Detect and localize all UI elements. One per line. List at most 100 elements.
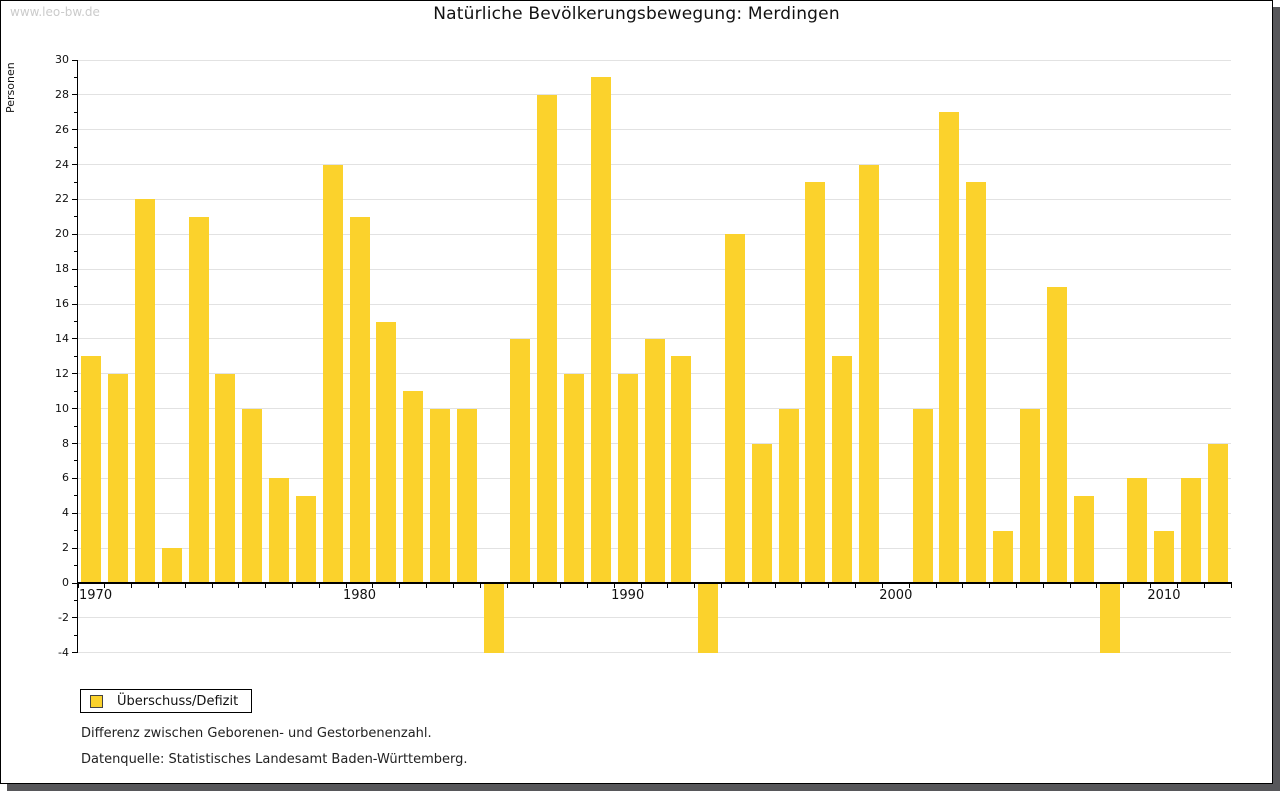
bar-1982 — [403, 391, 424, 582]
x-tick-38 — [1096, 584, 1098, 588]
x-tick-1 — [104, 584, 106, 588]
x-tick-16 — [506, 584, 508, 588]
bar-1988 — [564, 373, 585, 582]
y-tick-label--2: -2 — [58, 610, 69, 624]
y-tick-19 — [74, 251, 77, 253]
x-tick-18 — [560, 584, 562, 588]
gridline-y26 — [78, 129, 1231, 131]
y-tick-8 — [72, 443, 77, 445]
x-tick-43 — [1230, 584, 1232, 588]
y-tick-21 — [74, 216, 77, 218]
x-tick-8 — [292, 584, 293, 588]
y-tick-7 — [74, 460, 77, 462]
y-tick-13 — [74, 355, 77, 357]
bar-1973 — [161, 548, 182, 582]
bar-1972 — [135, 199, 156, 582]
x-tick-label-1990: 1990 — [611, 588, 645, 603]
x-tick-23 — [694, 584, 696, 588]
x-tick-22 — [667, 584, 669, 588]
y-tick-14 — [72, 338, 77, 340]
y-tick-20 — [72, 233, 77, 235]
gridline-y22 — [78, 198, 1231, 200]
bar-1974 — [188, 216, 209, 582]
y-axis-title: Personen — [4, 62, 17, 113]
x-tick-5 — [211, 584, 213, 588]
bar-1971 — [108, 373, 129, 582]
y-tick-17 — [74, 286, 77, 288]
y-tick--1 — [74, 599, 77, 601]
bar-2002 — [939, 112, 960, 582]
y-tick-3 — [74, 530, 77, 532]
chart-note-definition: Differenz zwischen Geborenen- und Gestor… — [81, 726, 432, 741]
y-tick-label-0: 0 — [62, 576, 69, 589]
y-tick-5 — [74, 495, 77, 497]
bar-1984 — [456, 408, 477, 582]
bar-2009 — [1127, 478, 1148, 582]
legend: Überschuss/Defizit — [80, 689, 252, 713]
y-tick-label-22: 22 — [55, 192, 69, 206]
bar-2010 — [1153, 530, 1174, 582]
y-tick--2 — [72, 617, 77, 619]
x-tick-7 — [265, 584, 267, 588]
bar-2008 — [1100, 584, 1121, 653]
y-tick-22 — [72, 198, 77, 200]
y-tick-10 — [72, 408, 77, 410]
bar-2007 — [1073, 495, 1094, 582]
y-tick-25 — [74, 146, 77, 148]
y-axis-line — [77, 60, 78, 653]
y-tick-label-12: 12 — [55, 366, 69, 380]
x-tick-label-1970: 1970 — [79, 588, 113, 603]
x-tick-4 — [184, 584, 186, 588]
y-tick-label-24: 24 — [55, 157, 69, 171]
bar-1981 — [376, 321, 397, 582]
x-tick-2 — [131, 584, 133, 588]
x-tick-41 — [1176, 584, 1178, 588]
x-tick-21 — [640, 584, 642, 588]
gridline-y16 — [78, 303, 1231, 305]
bar-1978 — [295, 495, 316, 582]
bar-1980 — [349, 216, 370, 582]
bar-1977 — [269, 478, 290, 582]
bar-1985 — [483, 584, 504, 653]
x-tick-37 — [1069, 584, 1071, 588]
x-tick-32 — [935, 584, 937, 588]
x-tick-6 — [238, 584, 240, 588]
bar-1986 — [510, 338, 531, 582]
bar-2012 — [1207, 443, 1228, 582]
gridline-y18 — [78, 268, 1231, 270]
x-tick-24 — [721, 584, 723, 588]
y-tick-label-26: 26 — [55, 122, 69, 136]
bar-1987 — [537, 94, 558, 582]
y-tick-4 — [72, 512, 77, 514]
y-tick-label-6: 6 — [62, 471, 69, 485]
x-tick-42 — [1203, 584, 1205, 588]
x-tick-26 — [774, 584, 776, 588]
bar-1979 — [322, 164, 343, 582]
watermark: www.leo-bw.de — [10, 5, 100, 19]
x-tick-13 — [426, 584, 428, 588]
y-tick--3 — [74, 634, 77, 636]
x-tick-35 — [1015, 584, 1017, 588]
legend-color-swatch — [90, 694, 103, 708]
y-tick-label-10: 10 — [55, 401, 69, 415]
y-tick-label--4: -4 — [58, 645, 69, 659]
y-tick-24 — [72, 164, 77, 166]
bar-1976 — [242, 408, 263, 582]
y-tick-28 — [72, 94, 77, 96]
y-tick-label-30: 30 — [55, 53, 69, 67]
x-tick-15 — [479, 584, 481, 588]
bar-1995 — [751, 443, 772, 582]
x-tick-19 — [586, 584, 588, 588]
y-tick-label-20: 20 — [55, 227, 69, 241]
x-tick-label-2010: 2010 — [1147, 588, 1181, 603]
y-tick-23 — [74, 181, 77, 183]
x-tick-10 — [345, 584, 347, 588]
bar-1989 — [590, 77, 611, 582]
x-axis-line — [77, 582, 1232, 584]
y-tick-6 — [72, 477, 77, 479]
gridline-y20 — [78, 233, 1231, 235]
x-tick-31 — [908, 584, 910, 588]
y-tick-11 — [74, 390, 77, 392]
bar-1998 — [832, 356, 853, 582]
